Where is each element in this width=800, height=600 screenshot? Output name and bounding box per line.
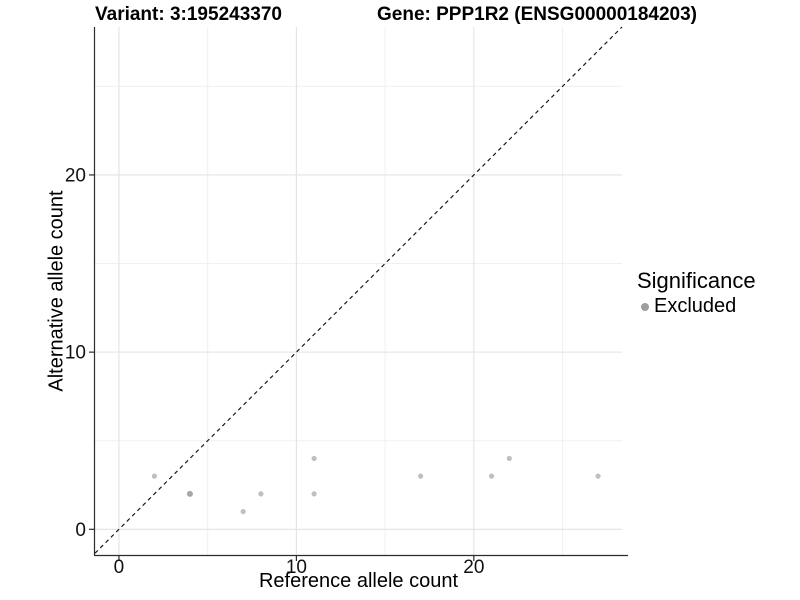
data-point (186, 490, 193, 497)
data-point (595, 473, 601, 479)
plot-title-variant: Variant: 3:195243370 (95, 4, 282, 25)
legend-point-icon (641, 303, 649, 311)
data-point (240, 508, 246, 515)
identity-dashed-line (94, 26, 623, 554)
y-tick-label: 20 (65, 165, 86, 186)
data-point (418, 473, 424, 479)
data-point (151, 473, 158, 479)
data-point (258, 491, 264, 497)
legend-item-label: Excluded (654, 295, 737, 317)
legend-item-excluded: Excluded (637, 295, 756, 317)
data-point (311, 491, 317, 497)
data-point (311, 455, 317, 462)
x-axis-title: Reference allele count (258, 570, 458, 592)
x-tick-label: 20 (463, 557, 484, 578)
x-tick-label: 10 (286, 557, 307, 578)
data-point (506, 455, 512, 462)
y-tick-label: 0 (75, 520, 86, 541)
data-point (488, 473, 495, 479)
y-axis-title: Alternative allele count (45, 190, 68, 392)
legend-title: Significance (637, 268, 756, 293)
y-tick-label: 10 (65, 343, 86, 364)
plot-title-gene: Gene: PPP1R2 (ENSG00000184203) (377, 4, 698, 25)
x-tick-label: 0 (114, 557, 125, 578)
legend: Significance Excluded (637, 268, 756, 317)
